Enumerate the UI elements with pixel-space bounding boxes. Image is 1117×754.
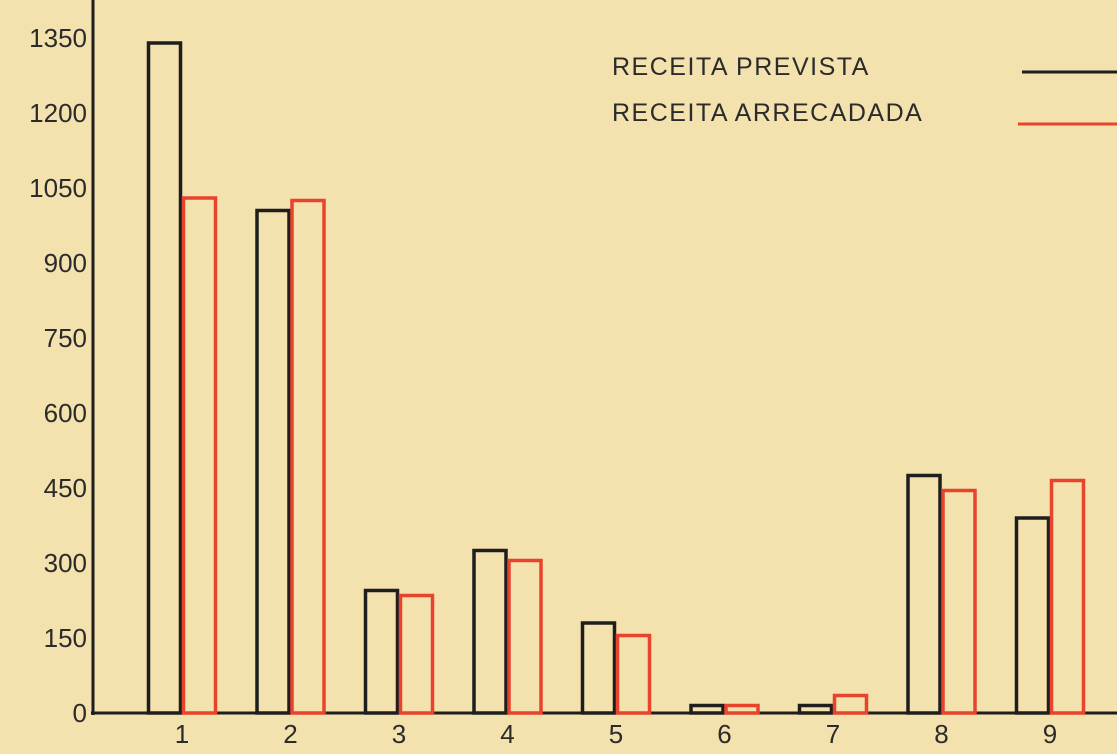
bar-prevista-7 [797, 703, 834, 715]
y-tick-label-450: 450 [44, 473, 87, 503]
x-axis-labels: 1 2 3 4 5 6 7 8 9 [175, 719, 1057, 749]
chart-axes [91, 0, 1117, 715]
y-tick-label-1200: 1200 [29, 98, 87, 128]
x-category-label-2: 2 [283, 719, 297, 749]
x-category-label-9: 9 [1043, 719, 1057, 749]
y-tick-label-900: 900 [44, 248, 87, 278]
x-category-label-6: 6 [717, 719, 731, 749]
x-category-label-3: 3 [392, 719, 406, 749]
bar-arrecadada-7 [832, 693, 869, 715]
x-category-label-8: 8 [934, 719, 948, 749]
y-tick-label-150: 150 [44, 623, 87, 653]
bar-arrecadada-6 [724, 703, 760, 715]
y-tick-label-0: 0 [73, 698, 87, 728]
bar-prevista-9 [1014, 516, 1051, 715]
bars-group [146, 41, 1086, 715]
bar-arrecadada-3 [398, 593, 435, 715]
bar-arrecadada-5 [615, 633, 652, 715]
y-tick-label-300: 300 [44, 548, 87, 578]
bar-prevista-2 [255, 208, 291, 715]
bar-prevista-3 [363, 588, 400, 715]
bar-prevista-5 [580, 621, 617, 715]
bar-arrecadada-9 [1049, 478, 1086, 715]
bar-arrecadada-4 [507, 558, 543, 715]
x-category-label-1: 1 [175, 719, 189, 749]
bar-prevista-1 [146, 41, 183, 715]
x-category-label-4: 4 [500, 719, 514, 749]
y-tick-label-600: 600 [44, 398, 87, 428]
legend-label-receita-arrecadada: RECEITA ARRECADADA [612, 99, 923, 127]
y-tick-label-1050: 1050 [29, 173, 87, 203]
x-category-label-5: 5 [609, 719, 623, 749]
bar-arrecadada-1 [181, 196, 218, 715]
bar-prevista-6 [689, 703, 725, 715]
x-category-label-7: 7 [826, 719, 840, 749]
bar-arrecadada-8 [941, 488, 977, 715]
y-tick-label-750: 750 [44, 323, 87, 353]
y-tick-label-1350: 1350 [29, 23, 87, 53]
bar-arrecadada-2 [290, 198, 326, 715]
legend: RECEITA PREVISTA RECEITA ARRECADADA [612, 53, 1117, 127]
bar-prevista-4 [472, 548, 508, 715]
legend-label-receita-prevista: RECEITA PREVISTA [612, 53, 870, 81]
y-axis-ticks: 0 150 300 450 600 750 900 1050 1200 1350 [29, 23, 87, 728]
bar-prevista-8 [906, 473, 942, 715]
